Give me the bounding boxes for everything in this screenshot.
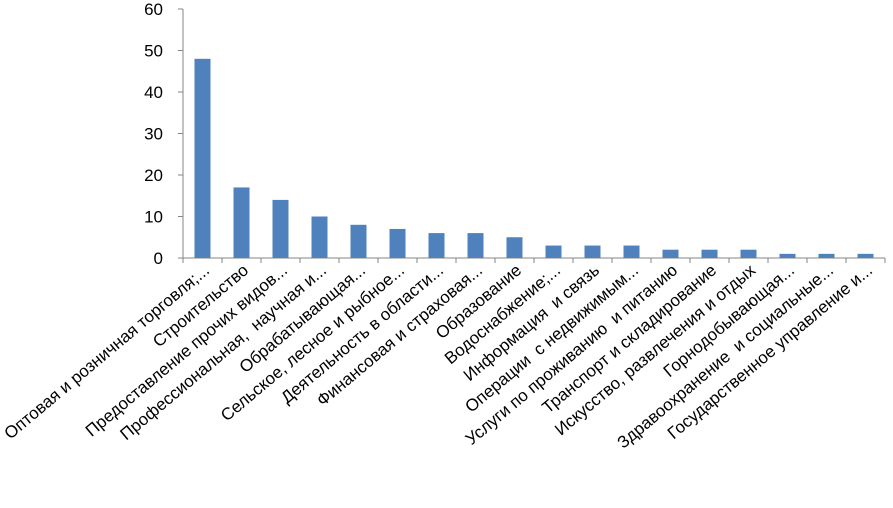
bar <box>779 253 796 258</box>
y-tick-label: 30 <box>144 125 163 144</box>
y-tick-label: 0 <box>154 249 163 268</box>
bar <box>389 228 406 258</box>
y-tick-label: 20 <box>144 166 163 185</box>
bar <box>311 216 328 258</box>
bar <box>194 58 211 258</box>
y-tick-label: 10 <box>144 208 163 227</box>
bar <box>740 249 757 258</box>
bar <box>350 224 367 258</box>
bar <box>506 237 523 258</box>
bar <box>428 233 445 258</box>
bar <box>467 233 484 258</box>
bar <box>545 245 562 258</box>
bar <box>272 199 289 258</box>
bar <box>233 187 250 258</box>
bar <box>584 245 601 258</box>
y-tick-label: 60 <box>144 0 163 19</box>
bar <box>623 245 640 258</box>
y-tick-label: 40 <box>144 83 163 102</box>
bar <box>701 249 718 258</box>
bar <box>662 249 679 258</box>
bar <box>857 253 874 258</box>
y-tick-label: 50 <box>144 42 163 61</box>
bar <box>818 253 835 258</box>
